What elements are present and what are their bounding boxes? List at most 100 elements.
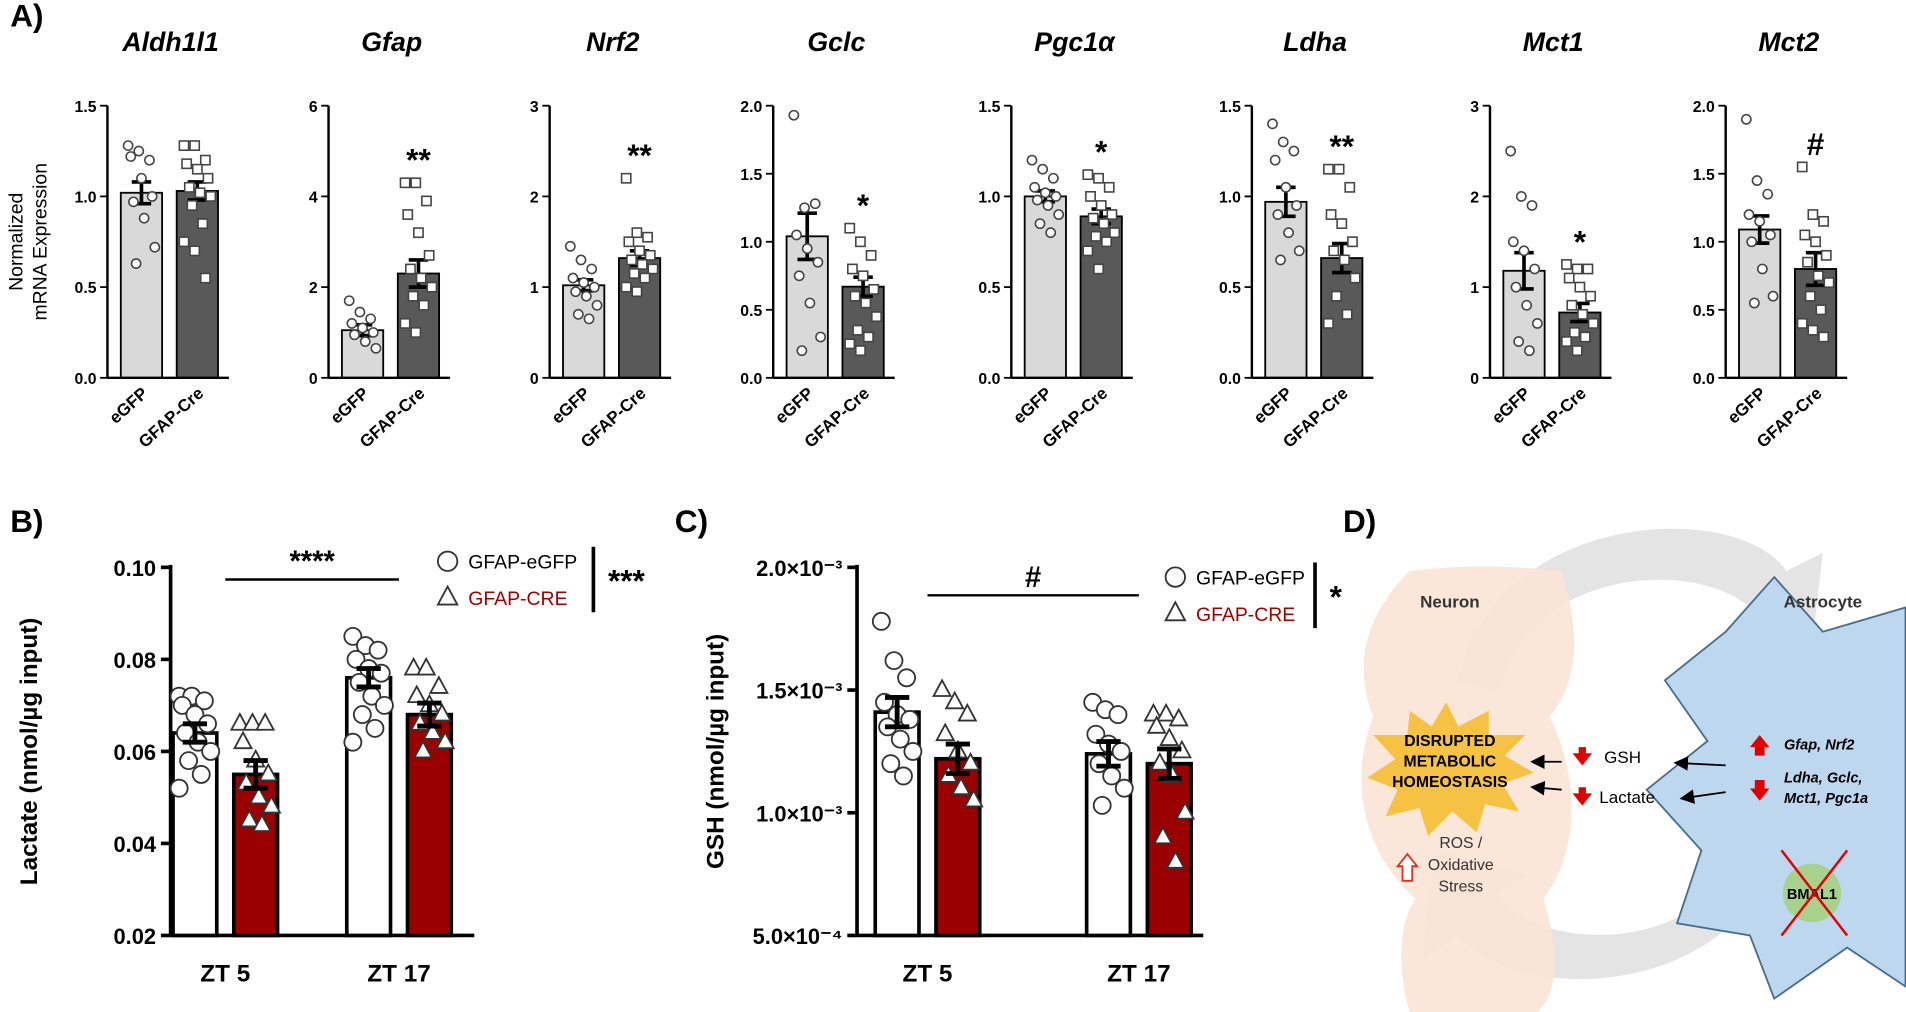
data-point xyxy=(402,209,414,220)
data-point xyxy=(352,705,372,725)
data-point xyxy=(570,286,582,298)
data-point xyxy=(1585,290,1596,302)
diagram-label: Stress xyxy=(1438,879,1483,896)
data-point xyxy=(357,322,368,334)
data-point xyxy=(1523,345,1535,357)
data-point xyxy=(1513,336,1525,347)
data-point xyxy=(410,327,422,338)
data-point xyxy=(239,808,260,828)
data-point xyxy=(405,263,416,275)
data-point xyxy=(890,729,910,749)
data-point xyxy=(860,297,872,309)
data-point xyxy=(1103,181,1115,193)
data-point xyxy=(181,158,193,170)
data-point xyxy=(255,712,276,731)
data-point xyxy=(950,776,972,796)
y-tick-label: 1 xyxy=(1470,280,1479,297)
significance: *** xyxy=(608,563,646,599)
data-point xyxy=(1143,702,1164,722)
error-bar xyxy=(243,758,268,791)
data-point xyxy=(229,712,250,731)
chart-title: Pgc1α xyxy=(1034,27,1116,57)
y-tick-label: 1.5 xyxy=(978,99,1000,116)
data-point xyxy=(1106,209,1118,220)
data-point xyxy=(1518,245,1530,257)
y-tick-label: 0.06 xyxy=(113,740,156,765)
data-point xyxy=(367,327,379,338)
data-point xyxy=(172,695,192,715)
data-point xyxy=(1344,181,1356,193)
y-tick-label: 0.5 xyxy=(75,280,97,297)
data-point xyxy=(1743,209,1755,220)
data-point xyxy=(881,754,901,774)
diagram-label: Astrocyte xyxy=(1784,592,1862,611)
data-point xyxy=(960,751,981,771)
y-tick-label: 2.0 xyxy=(740,99,762,116)
data-point xyxy=(197,218,209,230)
error-bar xyxy=(417,700,442,729)
data-point xyxy=(1277,136,1289,148)
y-tick-label: 0.0 xyxy=(1219,371,1241,388)
data-point xyxy=(1561,259,1572,270)
data-point xyxy=(1175,801,1196,820)
y-tick-label: 1.0 xyxy=(75,189,97,206)
data-point xyxy=(399,317,411,329)
x-tick-label: eGFP xyxy=(1724,384,1770,428)
y-tick-label: 0.02 xyxy=(113,924,156,949)
y-tick-label: 0.0 xyxy=(978,371,1000,388)
data-point xyxy=(1275,254,1286,266)
arrow xyxy=(1673,756,1726,771)
data-point xyxy=(1029,181,1041,193)
significance: * xyxy=(1330,578,1343,614)
data-point xyxy=(436,584,459,606)
panel-label: B) xyxy=(10,503,43,539)
data-point xyxy=(620,281,632,293)
data-point xyxy=(258,762,279,782)
data-point xyxy=(1152,825,1173,845)
data-point xyxy=(865,249,877,261)
data-point xyxy=(1563,272,1575,284)
data-point xyxy=(1328,245,1340,257)
y-tick-label: 1.0 xyxy=(978,189,1000,206)
data-point xyxy=(636,259,648,270)
data-point xyxy=(1047,172,1059,184)
data-point xyxy=(422,721,443,740)
data-point xyxy=(1293,245,1305,257)
y-tick-label: 0.5 xyxy=(740,303,762,320)
data-point xyxy=(1740,113,1752,125)
data-point xyxy=(183,181,195,193)
data-point xyxy=(1146,715,1167,734)
data-point xyxy=(580,290,592,302)
x-tick-label: eGFP xyxy=(548,384,594,428)
y-tick-label: 1.0 xyxy=(740,235,762,252)
data-point xyxy=(1042,200,1054,211)
data-point xyxy=(1082,169,1094,181)
arrow xyxy=(1679,789,1726,804)
data-point xyxy=(1756,263,1768,275)
diagram: Neuron Astrocyte DISRUPTED METABOLIC HOM… xyxy=(1361,528,1906,1012)
diagram-label: Neuron xyxy=(1420,592,1480,611)
data-point xyxy=(1349,272,1361,284)
data-point xyxy=(1561,336,1572,347)
data-point xyxy=(1531,317,1543,329)
data-point xyxy=(343,295,355,307)
data-point xyxy=(588,281,600,293)
data-point xyxy=(248,785,269,805)
data-point xyxy=(130,258,142,269)
data-point xyxy=(1807,209,1819,220)
y-tick-label: 2 xyxy=(1470,189,1479,206)
data-point xyxy=(1087,212,1099,224)
y-tick-label: 0.5 xyxy=(978,280,1000,297)
data-point xyxy=(194,691,214,711)
significance: # xyxy=(1807,126,1825,162)
y-tick-label: 1.5 xyxy=(740,167,762,184)
data-point xyxy=(788,109,800,121)
data-point xyxy=(1582,263,1594,275)
y-tick-label: 4 xyxy=(309,189,318,206)
data-point xyxy=(1566,299,1578,311)
significance: **** xyxy=(289,546,335,578)
data-point xyxy=(935,722,956,742)
data-point xyxy=(812,256,824,268)
data-point xyxy=(1031,194,1043,206)
data-point xyxy=(1815,304,1827,316)
